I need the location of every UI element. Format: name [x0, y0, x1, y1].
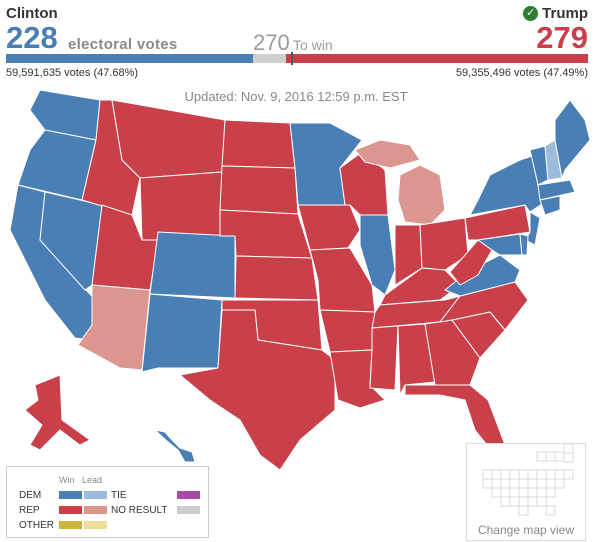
- state-iowa[interactable]: [297, 204, 361, 251]
- state-alabama[interactable]: [397, 323, 436, 396]
- grid-map-icon: [482, 443, 574, 516]
- legend-no-result-label: NO RESULT: [111, 505, 168, 516]
- legend-tie-label: TIE: [111, 490, 127, 501]
- legend-other-lead-swatch: [84, 521, 107, 529]
- legend-dem-label: DEM: [19, 490, 42, 501]
- legend-dem-lead-swatch: [84, 491, 107, 499]
- legend-lead-label: Lead: [82, 475, 103, 485]
- electoral-bar-270-marker: [291, 52, 293, 65]
- to-win-number: 270: [253, 30, 290, 55]
- state-michigan-upper[interactable]: [354, 139, 421, 169]
- updated-timestamp: Updated: Nov. 9, 2016 12:59 p.m. EST: [184, 89, 408, 104]
- trump-popular-votes: 59,355,496 votes (47.49%): [455, 67, 588, 79]
- legend-tie-swatch: [177, 491, 200, 499]
- check-icon: ✓: [523, 6, 539, 21]
- state-arizona[interactable]: [77, 284, 151, 371]
- clinton-name: Clinton: [6, 5, 58, 22]
- clinton-popular-votes: 59,591,635 votes (47.68%): [6, 67, 139, 79]
- electoral-bar: [6, 52, 588, 65]
- legend-rep-label: REP: [19, 505, 40, 516]
- legend-no-result-swatch: [177, 506, 200, 514]
- trump-electoral-votes: 279: [536, 20, 588, 55]
- legend-other-label: OTHER: [19, 520, 54, 531]
- state-hawaii[interactable]: [154, 429, 196, 463]
- electoral-votes-label: electoral votes: [68, 36, 178, 53]
- state-maine[interactable]: [554, 99, 591, 179]
- state-michigan[interactable]: [397, 164, 446, 226]
- state-ohio[interactable]: [419, 217, 469, 271]
- state-kansas[interactable]: [234, 255, 319, 301]
- state-new-mexico[interactable]: [141, 293, 223, 373]
- legend-dem-win-swatch: [59, 491, 82, 499]
- state-arkansas[interactable]: [319, 309, 376, 353]
- map-legend: Win Lead DEM REP OTHER TIE NO RESULT: [6, 466, 209, 538]
- legend-win-label: Win: [59, 475, 75, 485]
- state-massachusetts[interactable]: [537, 179, 576, 201]
- state-north-dakota[interactable]: [221, 119, 296, 169]
- electoral-bar-dem: [6, 54, 253, 63]
- state-montana[interactable]: [111, 99, 226, 179]
- legend-other-win-swatch: [59, 521, 82, 529]
- to-win-label: To win: [293, 37, 333, 53]
- state-new-jersey[interactable]: [524, 211, 541, 246]
- state-florida[interactable]: [404, 384, 506, 456]
- state-oregon[interactable]: [17, 129, 97, 201]
- legend-rep-win-swatch: [59, 506, 82, 514]
- state-indiana[interactable]: [394, 224, 423, 286]
- state-maryland[interactable]: [477, 233, 523, 256]
- trump-name: Trump: [542, 5, 588, 22]
- trump-header: ✓ Trump: [523, 5, 588, 22]
- change-map-view-label: Change map view: [477, 523, 575, 537]
- legend-rep-lead-swatch: [84, 506, 107, 514]
- state-washington[interactable]: [29, 89, 101, 141]
- state-colorado[interactable]: [149, 231, 236, 299]
- state-south-dakota[interactable]: [219, 165, 299, 215]
- state-delaware[interactable]: [519, 233, 529, 256]
- state-alaska[interactable]: [24, 374, 91, 451]
- change-map-view-button[interactable]: Change map view: [466, 443, 586, 541]
- state-wyoming[interactable]: [139, 171, 223, 241]
- state-mississippi[interactable]: [369, 325, 399, 391]
- electoral-bar-rep: [286, 54, 588, 63]
- state-texas[interactable]: [179, 309, 336, 471]
- clinton-electoral-votes: 228: [6, 20, 58, 55]
